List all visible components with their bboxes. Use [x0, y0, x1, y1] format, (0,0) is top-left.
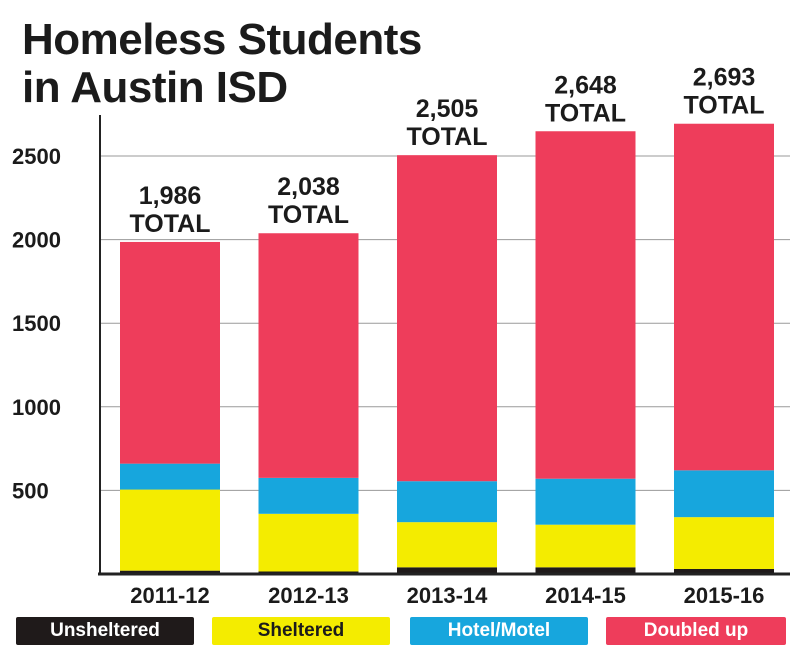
- axes: [98, 115, 790, 576]
- total-word-label: TOTAL: [268, 201, 349, 229]
- legend-item-doubled-up: Doubled up: [606, 617, 786, 645]
- labels: 50010001500200025002011-121,986TOTAL2012…: [12, 64, 765, 608]
- y-tick-label: 1000: [12, 395, 61, 420]
- bar-segment-doubled-up-2015-16: [674, 123, 774, 471]
- x-tick-label: 2011-12: [130, 583, 210, 608]
- chart-title: Homeless Students in Austin ISD: [22, 16, 542, 112]
- y-tick-label: 2500: [12, 144, 61, 169]
- total-value-label: 2,648: [554, 71, 617, 99]
- bar-segment-sheltered-2012-13: [258, 513, 359, 572]
- total-value-label: 2,693: [693, 64, 756, 92]
- bar-segment-unsheltered-2015-16: [674, 568, 774, 574]
- bar-segment-hotel-motel-2012-13: [258, 477, 359, 514]
- x-tick-label: 2015-16: [684, 583, 765, 608]
- bar-segment-hotel-motel-2013-14: [397, 481, 497, 523]
- bar-segment-unsheltered-2011-12: [120, 570, 220, 574]
- total-word-label: TOTAL: [406, 123, 487, 151]
- total-value-label: 2,505: [416, 95, 479, 123]
- legend-item-sheltered: Sheltered: [212, 617, 390, 645]
- x-tick-label: 2013-14: [407, 583, 489, 608]
- bar-segment-sheltered-2014-15: [535, 524, 636, 568]
- bar-segment-hotel-motel-2011-12: [120, 463, 220, 490]
- total-value-label: 1,986: [139, 182, 202, 210]
- x-tick-label: 2012-13: [268, 583, 349, 608]
- total-word-label: TOTAL: [545, 99, 626, 127]
- bar-segment-sheltered-2013-14: [397, 522, 497, 568]
- bar-segment-hotel-motel-2014-15: [535, 478, 636, 525]
- bar-segment-hotel-motel-2015-16: [674, 470, 774, 518]
- bar-segment-unsheltered-2013-14: [397, 567, 497, 574]
- y-tick-label: 1500: [12, 311, 61, 336]
- x-tick-label: 2014-15: [545, 583, 626, 608]
- y-tick-label: 500: [12, 478, 49, 503]
- chart-title-line-2: in Austin ISD: [22, 63, 288, 112]
- chart-title-line-1: Homeless Students: [22, 15, 422, 64]
- total-word-label: TOTAL: [129, 210, 210, 238]
- bar-segment-doubled-up-2013-14: [397, 155, 497, 482]
- total-word-label: TOTAL: [683, 92, 764, 120]
- y-tick-label: 2000: [12, 228, 61, 253]
- bar-segment-sheltered-2015-16: [674, 517, 774, 569]
- bar-segment-doubled-up-2014-15: [535, 131, 636, 479]
- legend-item-unsheltered: Unsheltered: [16, 617, 194, 645]
- bar-segment-doubled-up-2011-12: [120, 241, 220, 464]
- bars: [120, 123, 774, 574]
- legend-item-hotel-motel: Hotel/Motel: [410, 617, 588, 645]
- bar-segment-unsheltered-2014-15: [535, 567, 636, 574]
- bar-segment-doubled-up-2012-13: [258, 233, 359, 478]
- total-value-label: 2,038: [277, 173, 340, 201]
- bar-segment-sheltered-2011-12: [120, 489, 220, 571]
